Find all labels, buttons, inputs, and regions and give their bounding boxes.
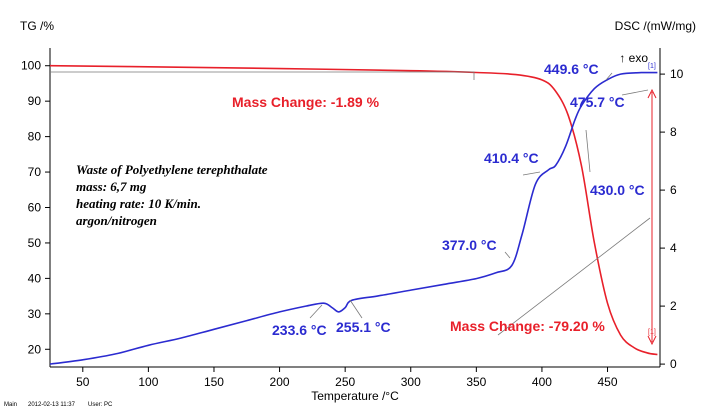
left-y-tick-label: 60 — [28, 201, 42, 215]
peak-label-449: 449.6 °C — [544, 61, 599, 77]
t377-leader — [504, 251, 511, 259]
left-y-tick-label: 30 — [28, 307, 42, 321]
left-y-tick-label: 20 — [28, 342, 42, 356]
peak-label-377: 377.0 °C — [442, 237, 497, 253]
exo-label: ↑ exo — [619, 51, 648, 65]
peak-label-233: 233.6 °C — [272, 322, 327, 338]
left-y-tick-label: 50 — [28, 236, 42, 250]
bracket-label-bottom: [1] — [648, 329, 656, 336]
left-y-tick-label: 100 — [21, 59, 41, 73]
sample-info-line-4: argon/nitrogen — [76, 213, 157, 228]
t233-leader — [309, 304, 323, 319]
left-y-ticks: 20 30 40 50 60 70 80 90 100 — [21, 59, 50, 356]
t255-leader — [349, 299, 363, 319]
peak-label-410: 410.4 °C — [484, 150, 539, 166]
sample-info-line-1: Waste of Polyethylene terephthalate — [76, 162, 268, 177]
bracket-label-top: [1] — [648, 63, 656, 70]
right-y-tick-label: 8 — [670, 125, 677, 139]
peak-label-475: 475.7 °C — [570, 94, 625, 110]
sample-info-line-3: heating rate: 10 K/min. — [76, 196, 201, 211]
bracket-arrow-bottom — [647, 335, 657, 346]
x-tick-label: 100 — [138, 375, 158, 389]
annotation-leaders — [50, 71, 651, 336]
t449-leader — [605, 72, 613, 81]
x-tick-label: 150 — [204, 375, 224, 389]
right-y-ticks: 0 2 4 6 8 10 — [660, 67, 684, 371]
x-tick-label: 300 — [401, 375, 421, 389]
right-y-tick-label: 6 — [670, 183, 677, 197]
right-y-tick-label: 2 — [670, 299, 677, 313]
x-ticks: 50 100 150 200 250 300 350 400 450 — [76, 367, 618, 389]
mass2-leader — [497, 217, 651, 336]
left-y-tick-label: 90 — [28, 94, 42, 108]
t475-leader — [621, 89, 649, 96]
t430-leader — [585, 129, 591, 173]
x-tick-label: 250 — [335, 375, 355, 389]
x-tick-label: 200 — [270, 375, 290, 389]
right-y-tick-label: 0 — [670, 357, 677, 371]
right-y-tick-label: 10 — [670, 67, 684, 81]
right-y-tick-label: 4 — [670, 241, 677, 255]
mass-change-label-1: Mass Change: -1.89 % — [232, 94, 380, 110]
mass-change-bracket — [647, 88, 657, 346]
dsc-series-line — [49, 71, 658, 365]
left-y-tick-label: 80 — [28, 130, 42, 144]
x-axis-title: Temperature /°C — [311, 389, 399, 403]
x-tick-label: 50 — [76, 375, 90, 389]
x-tick-label: 350 — [466, 375, 486, 389]
x-tick-label: 400 — [532, 375, 552, 389]
peak-label-255: 255.1 °C — [336, 319, 391, 335]
peak-label-430: 430.0 °C — [590, 182, 645, 198]
x-tick-label: 450 — [598, 375, 618, 389]
mass1-leader — [50, 71, 475, 80]
t410-leader — [522, 171, 541, 176]
left-axis-title: TG /% — [20, 19, 54, 33]
series-layer — [49, 64, 658, 365]
footer-main: Main — [4, 402, 17, 408]
right-axis-title: DSC /(mW/mg) — [615, 19, 696, 33]
left-y-tick-label: 70 — [28, 165, 42, 179]
footer-user: User: PC — [88, 402, 113, 408]
bracket-arrow-top — [647, 88, 657, 99]
footer-timestamp: 2012-02-13 11:37 — [28, 402, 76, 408]
left-y-tick-label: 40 — [28, 271, 42, 285]
tg-series-line — [49, 64, 658, 356]
sample-info-line-2: mass: 6,7 mg — [76, 179, 147, 194]
mass-change-label-2: Mass Change: -79.20 % — [450, 318, 605, 334]
